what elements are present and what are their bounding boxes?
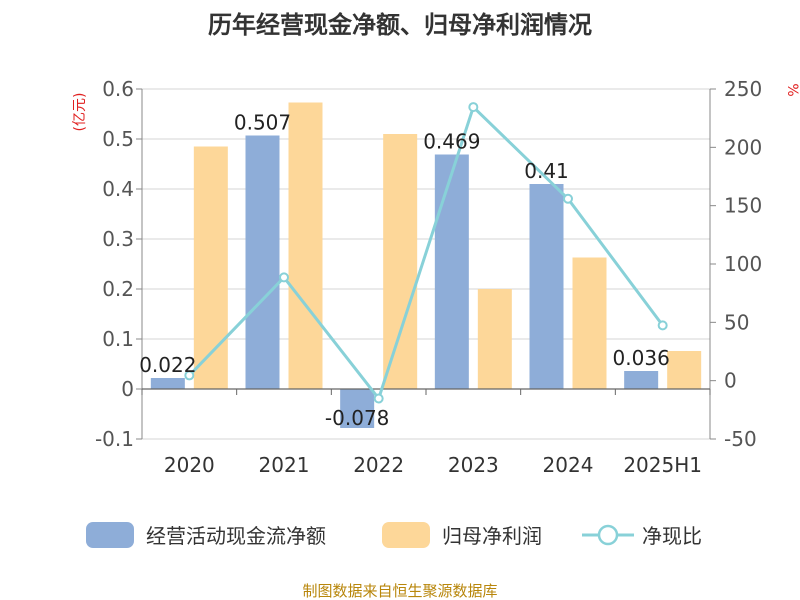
left-axis-unit: (亿元)	[72, 93, 88, 132]
right-axis-unit: %	[784, 83, 800, 96]
right-tick-label: 250	[724, 77, 762, 101]
x-tick-label: 2022	[353, 453, 404, 477]
left-tick-label: 0.3	[102, 227, 134, 251]
left-tick-label: 0.6	[102, 77, 134, 101]
ratio-point	[468, 102, 479, 113]
ratio-line	[184, 102, 668, 404]
left-tick-label: 0.5	[102, 127, 134, 151]
legend-item-net-profit: 归母净利润	[382, 522, 542, 548]
left-tick-label: 0.1	[102, 327, 134, 351]
net-profit-bar	[193, 146, 228, 389]
cash-flow-bar	[529, 184, 564, 389]
cash-flow-data-label: 0.41	[524, 159, 569, 183]
net-profit-bar	[288, 102, 323, 389]
cash-flow-data-label: 0.507	[234, 111, 291, 135]
legend-swatch-cash-flow	[86, 522, 134, 548]
ratio-point	[657, 320, 668, 331]
cash-flow-data-label: 0.036	[613, 346, 670, 370]
right-tick-label: 50	[724, 310, 749, 334]
data-labels: 0.022 0.507 -0.078 0.469 0.41 0.036	[139, 111, 670, 431]
ratio-point	[184, 370, 195, 381]
net-profit-bar	[477, 289, 512, 389]
x-tick-label: 2023	[448, 453, 499, 477]
ratio-point	[279, 272, 289, 283]
ratio-point	[563, 193, 573, 204]
left-tick-label: 0	[121, 377, 134, 401]
cash-flow-bar	[434, 154, 469, 389]
legend: 经营活动现金流净额 归母净利润 净现比	[86, 522, 702, 548]
legend-item-cash-flow: 经营活动现金流净额	[86, 522, 326, 548]
legend-label-ratio: 净现比	[642, 524, 702, 548]
x-tick-label: 2024	[543, 453, 594, 477]
right-tick-label: 100	[724, 252, 762, 276]
x-tick-label: 2020	[164, 453, 215, 477]
net-profit-bar	[383, 134, 418, 389]
ratio-point	[373, 393, 384, 404]
cash-flow-data-label: -0.078	[325, 406, 389, 430]
cash-flow-bar	[624, 371, 659, 389]
x-tick-label: 2021	[259, 453, 310, 477]
left-tick-label: 0.2	[102, 277, 134, 301]
cash-flow-bar	[340, 389, 375, 428]
source-note: 制图数据来自恒生聚源数据库	[302, 582, 497, 600]
left-tick-label: -0.1	[95, 427, 134, 451]
cash-flow-data-label: 0.022	[139, 353, 196, 377]
axes: -0.1 0 0.1 0.2 0.3 0.4 0.5 0.6 -50 0 50 100 150 200 25…	[95, 77, 762, 477]
legend-swatch-ratio-point	[597, 524, 619, 546]
net-profit-bar	[572, 257, 607, 389]
legend-label-cash-flow: 经营活动现金流净额	[146, 524, 326, 548]
cash-flow-bar	[150, 378, 185, 389]
cash-flow-data-label: 0.469	[423, 130, 480, 154]
right-tick-label: 150	[724, 194, 762, 218]
legend-item-ratio: 净现比	[582, 524, 702, 548]
right-tick-label: -50	[724, 427, 757, 451]
legend-swatch-net-profit	[382, 522, 430, 548]
right-tick-label: 200	[724, 135, 762, 159]
x-tick-label: 2025H1	[623, 453, 702, 477]
ratio-polyline	[188, 105, 664, 401]
net-profit-bar	[667, 351, 702, 389]
legend-label-net-profit: 归母净利润	[442, 524, 542, 548]
cash-flow-bar	[245, 135, 280, 389]
chart-title: 历年经营现金净额、归母净利润情况	[208, 11, 592, 39]
bars	[150, 102, 702, 428]
left-tick-label: 0.4	[102, 177, 134, 201]
right-tick-label: 0	[724, 369, 737, 393]
